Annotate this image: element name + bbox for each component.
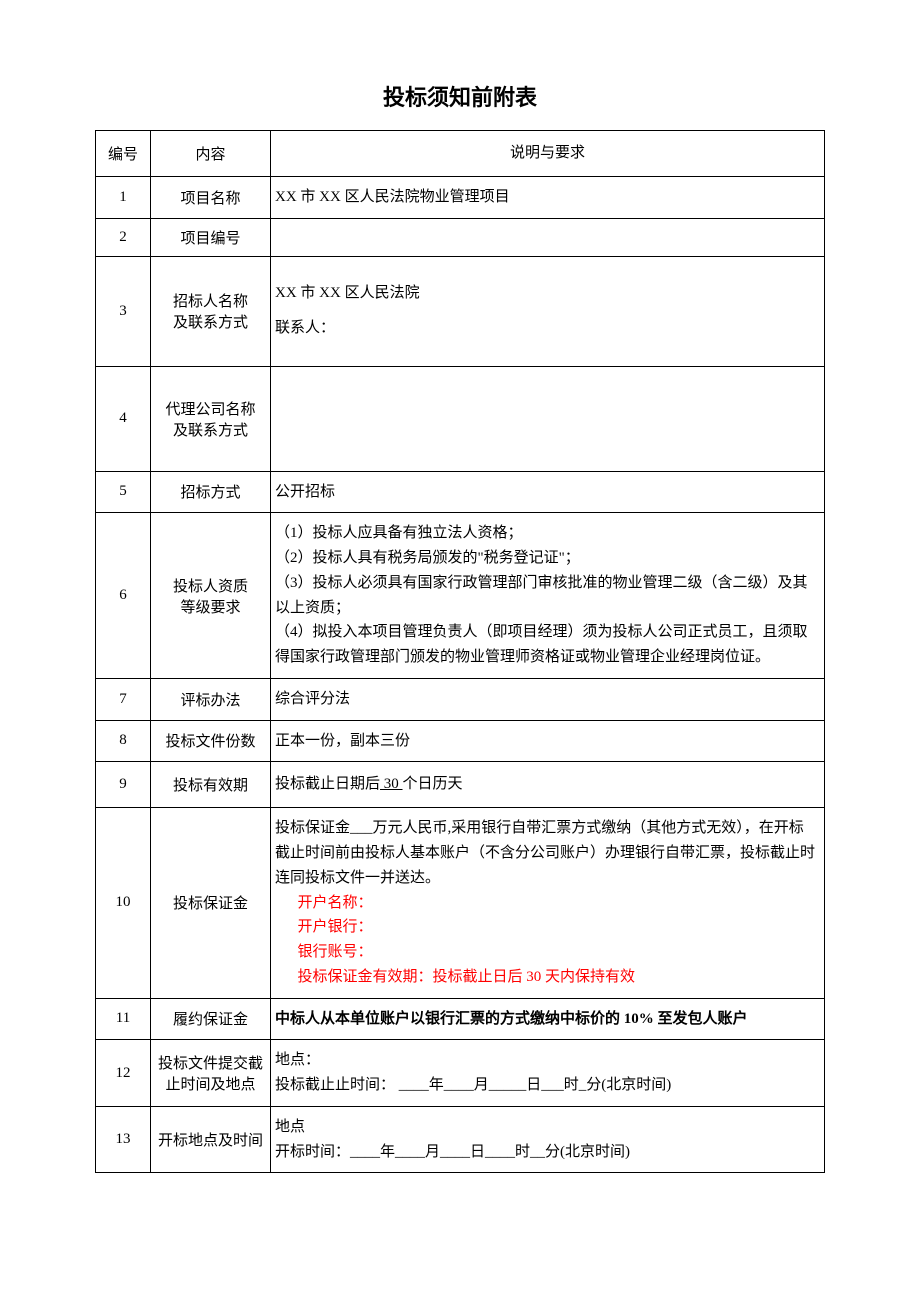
table-row: 13 开标地点及时间 地点 开标时间：____年____月____日____时_… (96, 1106, 825, 1173)
text-line: （3）投标人必须具有国家行政管理部门审核批准的物业管理二级（含二级）及其以上资质… (275, 571, 818, 621)
table-row: 8 投标文件份数 正本一份，副本三份 (96, 720, 825, 762)
cell-desc: 综合评分法 (271, 678, 825, 720)
table-row: 7 评标办法 综合评分法 (96, 678, 825, 720)
cell-name: 投标人资质 等级要求 (151, 513, 271, 679)
header-content: 内容 (151, 131, 271, 177)
cell-num: 6 (96, 513, 151, 679)
cell-name: 投标文件提交截 止时间及地点 (151, 1040, 271, 1107)
text-line: 地点： (275, 1048, 818, 1073)
text-value: 30 (380, 776, 403, 792)
cell-desc: 地点： 投标截止止时间： ____年____月_____日___时_分(北京时间… (271, 1040, 825, 1107)
text-line: （4）拟投入本项目管理负责人（即项目经理）须为投标人公司正式员工，且须取得国家行… (275, 620, 818, 670)
cell-num: 8 (96, 720, 151, 762)
cell-num: 13 (96, 1106, 151, 1173)
text-suffix: 个日历天 (403, 776, 463, 792)
cell-num: 9 (96, 762, 151, 808)
cell-name: 评标办法 (151, 678, 271, 720)
cell-desc: 公开招标 (271, 471, 825, 513)
table-row: 12 投标文件提交截 止时间及地点 地点： 投标截止止时间： ____年____… (96, 1040, 825, 1107)
cell-desc: （1）投标人应具备有独立法人资格； （2）投标人具有税务局颁发的"税务登记证"；… (271, 513, 825, 679)
table-header-row: 编号 内容 说明与要求 (96, 131, 825, 177)
text-line: 投标截止止时间： ____年____月_____日___时_分(北京时间) (275, 1073, 818, 1098)
cell-name: 开标地点及时间 (151, 1106, 271, 1173)
cell-name: 招标人名称 及联系方式 (151, 256, 271, 366)
cell-num: 2 (96, 218, 151, 256)
header-num: 编号 (96, 131, 151, 177)
cell-name: 投标有效期 (151, 762, 271, 808)
text-line: 联系人： (275, 316, 818, 341)
cell-num: 12 (96, 1040, 151, 1107)
table-row: 9 投标有效期 投标截止日期后 30 个日历天 (96, 762, 825, 808)
table-row: 10 投标保证金 投标保证金___万元人民币,采用银行自带汇票方式缴纳（其他方式… (96, 808, 825, 998)
cell-desc (271, 218, 825, 256)
text-prefix: 投标截止日期后 (275, 776, 380, 792)
cell-desc: 中标人从本单位账户以银行汇票的方式缴纳中标价的 10% 至发包人账户 (271, 998, 825, 1040)
cell-name: 履约保证金 (151, 998, 271, 1040)
text-line: 开标时间：____年____月____日____时__分(北京时间) (275, 1140, 818, 1165)
text-line: XX 市 XX 区人民法院 (275, 281, 818, 306)
cell-num: 5 (96, 471, 151, 513)
cell-num: 10 (96, 808, 151, 998)
cell-num: 1 (96, 176, 151, 218)
header-desc: 说明与要求 (271, 131, 825, 177)
table-row: 6 投标人资质 等级要求 （1）投标人应具备有独立法人资格； （2）投标人具有税… (96, 513, 825, 679)
cell-name: 投标保证金 (151, 808, 271, 998)
cell-desc (271, 366, 825, 471)
cell-num: 11 (96, 998, 151, 1040)
cell-num: 4 (96, 366, 151, 471)
cell-name: 招标方式 (151, 471, 271, 513)
bidding-notice-table: 编号 内容 说明与要求 1 项目名称 XX 市 XX 区人民法院物业管理项目 2… (95, 130, 825, 1173)
table-row: 3 招标人名称 及联系方式 XX 市 XX 区人民法院 联系人： (96, 256, 825, 366)
text-line: 投标保证金___万元人民币,采用银行自带汇票方式缴纳（其他方式无效），在开标截止… (275, 816, 818, 890)
cell-name: 项目编号 (151, 218, 271, 256)
cell-desc: XX 市 XX 区人民法院物业管理项目 (271, 176, 825, 218)
table-row: 4 代理公司名称 及联系方式 (96, 366, 825, 471)
text-line: 地点 (275, 1115, 818, 1140)
cell-desc: 正本一份，副本三份 (271, 720, 825, 762)
cell-desc: 投标保证金___万元人民币,采用银行自带汇票方式缴纳（其他方式无效），在开标截止… (271, 808, 825, 998)
table-row: 11 履约保证金 中标人从本单位账户以银行汇票的方式缴纳中标价的 10% 至发包… (96, 998, 825, 1040)
cell-desc: 投标截止日期后 30 个日历天 (271, 762, 825, 808)
text-line: （1）投标人应具备有独立法人资格； (275, 521, 818, 546)
cell-desc: 地点 开标时间：____年____月____日____时__分(北京时间) (271, 1106, 825, 1173)
text-line-red: 投标保证金有效期：投标截止日后 30 天内保持有效 (275, 965, 818, 990)
table-row: 5 招标方式 公开招标 (96, 471, 825, 513)
text-line-red: 银行账号： (275, 940, 818, 965)
page-title: 投标须知前附表 (95, 80, 825, 112)
cell-desc: XX 市 XX 区人民法院 联系人： (271, 256, 825, 366)
text-line: （2）投标人具有税务局颁发的"税务登记证"； (275, 546, 818, 571)
table-row: 1 项目名称 XX 市 XX 区人民法院物业管理项目 (96, 176, 825, 218)
cell-name: 项目名称 (151, 176, 271, 218)
text-line-red: 开户银行： (275, 915, 818, 940)
cell-num: 3 (96, 256, 151, 366)
table-row: 2 项目编号 (96, 218, 825, 256)
cell-num: 7 (96, 678, 151, 720)
text-line-red: 开户名称： (275, 891, 818, 916)
cell-name: 代理公司名称 及联系方式 (151, 366, 271, 471)
cell-name: 投标文件份数 (151, 720, 271, 762)
